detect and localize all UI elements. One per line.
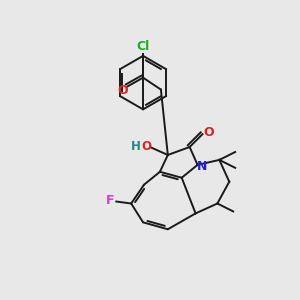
Text: O: O — [141, 140, 151, 152]
Text: Cl: Cl — [136, 40, 150, 53]
Text: O: O — [117, 84, 128, 97]
Text: O: O — [203, 126, 214, 139]
Text: N: N — [197, 160, 208, 173]
Text: H: H — [131, 140, 141, 152]
Text: F: F — [106, 194, 115, 207]
